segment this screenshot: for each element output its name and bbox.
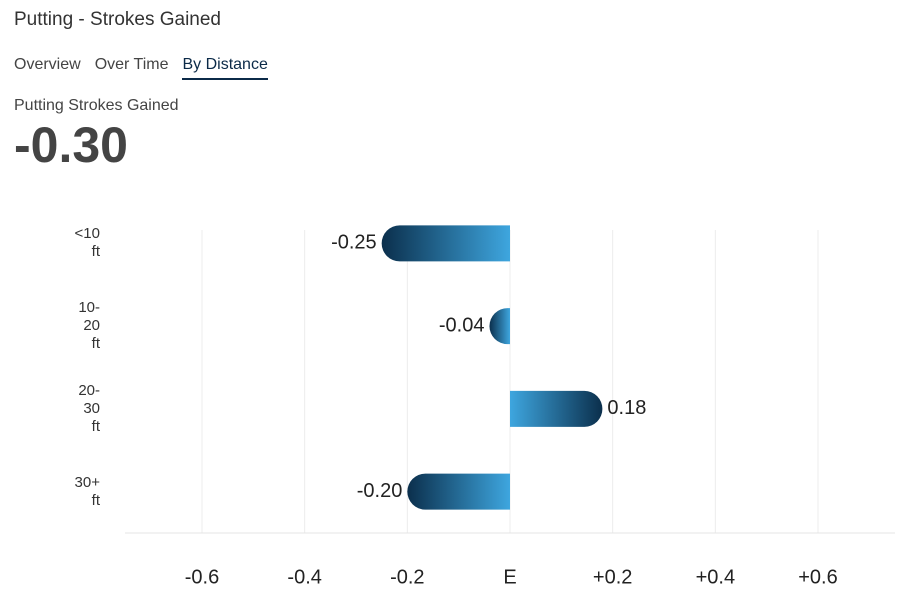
tab[interactable]: Over Time [94, 56, 169, 73]
value-label: -0.04 [439, 314, 485, 336]
bar [381, 225, 510, 262]
value-label: 0.18 [607, 397, 646, 419]
metric-label: Putting Strokes Gained [14, 97, 179, 114]
bar [510, 390, 603, 427]
tab-bar: Overview Over Time By Distance [14, 56, 268, 80]
tab[interactable]: By Distance [182, 56, 268, 80]
y-tick-label: <10 ft [74, 225, 100, 261]
y-tick-label: 10-20 ft [78, 299, 100, 353]
y-tick-label: 30+ ft [74, 473, 100, 509]
y-tick-label: 20-30 ft [78, 381, 100, 435]
x-tick-label: +0.4 [696, 566, 735, 588]
bar [489, 308, 510, 345]
metric-value: -0.30 [14, 117, 128, 173]
x-tick-label: -0.4 [287, 566, 321, 588]
x-tick-label: -0.6 [185, 566, 219, 588]
x-tick-label: +0.6 [798, 566, 837, 588]
x-tick-label: +0.2 [593, 566, 632, 588]
value-label: -0.20 [357, 480, 403, 502]
bar [407, 473, 510, 510]
x-tick-label: E [503, 566, 516, 588]
page-title: Putting - Strokes Gained [14, 9, 221, 30]
x-tick-label: -0.2 [390, 566, 424, 588]
tab[interactable]: Overview [14, 56, 81, 73]
value-label: -0.25 [331, 232, 377, 254]
